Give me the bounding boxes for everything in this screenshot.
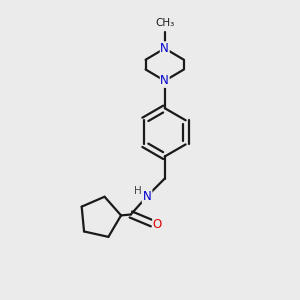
Text: H: H bbox=[134, 186, 142, 196]
Text: N: N bbox=[143, 190, 152, 203]
Text: N: N bbox=[160, 42, 169, 55]
Text: CH₃: CH₃ bbox=[155, 18, 174, 28]
Text: O: O bbox=[153, 218, 162, 231]
Text: N: N bbox=[160, 74, 169, 87]
